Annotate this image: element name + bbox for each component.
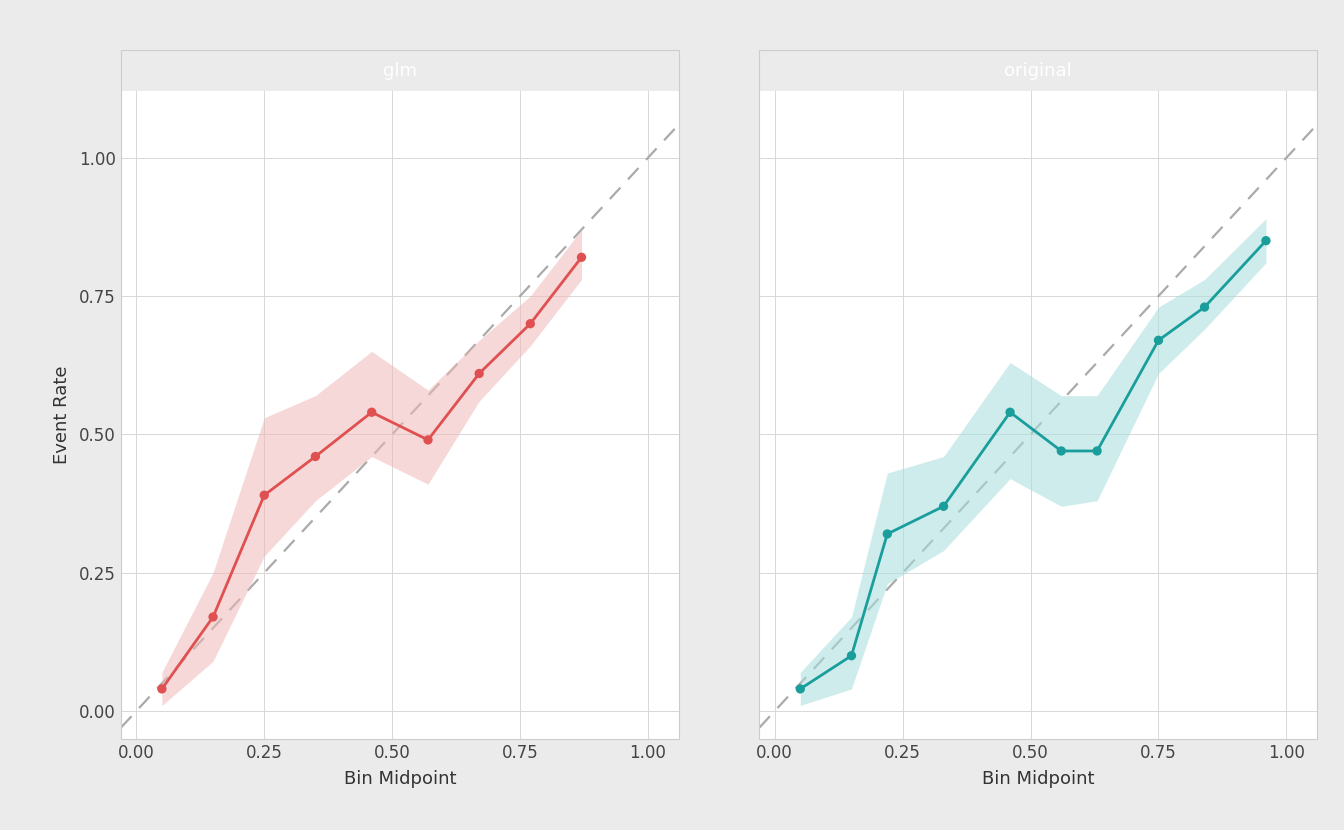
Point (520, 317, 542, 330)
Point (1193, 300, 1215, 314)
Point (789, 682, 810, 696)
Text: glm: glm (383, 61, 417, 80)
Point (1051, 444, 1073, 457)
Point (1255, 234, 1277, 247)
Text: original: original (1004, 61, 1073, 80)
Point (203, 610, 224, 623)
Point (254, 489, 276, 502)
Point (1148, 334, 1169, 347)
Point (469, 367, 491, 380)
Point (933, 500, 954, 513)
Point (1086, 444, 1107, 457)
Point (151, 682, 172, 696)
Point (417, 433, 438, 447)
Point (841, 649, 863, 662)
Point (1000, 406, 1021, 419)
Point (876, 527, 898, 540)
X-axis label: Bin Midpoint: Bin Midpoint (344, 770, 456, 788)
Y-axis label: Event Rate: Event Rate (52, 366, 71, 464)
X-axis label: Bin Midpoint: Bin Midpoint (982, 770, 1094, 788)
Point (571, 251, 593, 264)
Point (362, 406, 383, 419)
Point (305, 450, 327, 463)
